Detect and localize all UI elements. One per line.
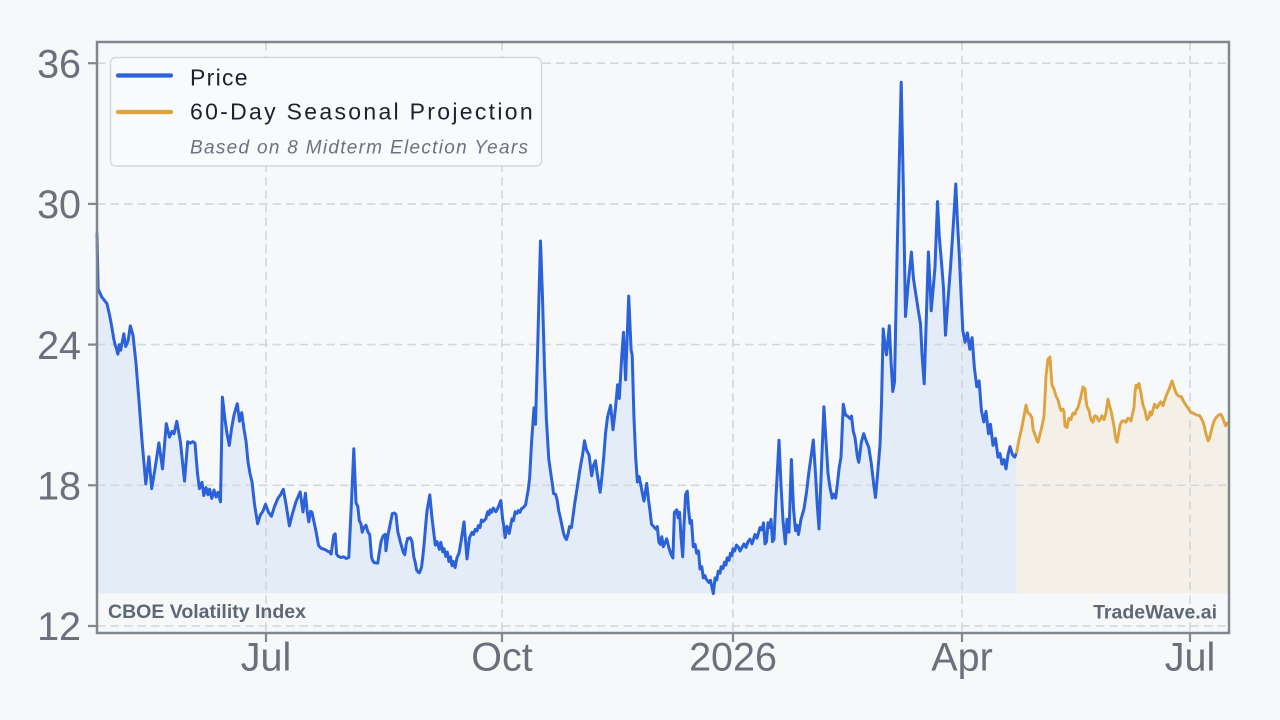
svg-text:Price: Price [190,65,249,91]
svg-text:TradeWave.ai: TradeWave.ai [1093,602,1217,624]
svg-text:2026: 2026 [689,636,777,680]
svg-text:24: 24 [37,324,81,368]
svg-text:CBOE Volatility Index: CBOE Volatility Index [108,601,306,623]
svg-text:Oct: Oct [471,636,532,680]
svg-text:Jul: Jul [1165,636,1216,680]
svg-text:Jul: Jul [241,636,292,680]
svg-text:12: 12 [37,605,81,649]
svg-text:Apr: Apr [931,636,992,680]
svg-text:36: 36 [37,42,81,86]
svg-text:60-Day Seasonal Projection: 60-Day Seasonal Projection [190,99,535,125]
svg-text:18: 18 [37,465,81,509]
svg-text:30: 30 [37,183,81,227]
svg-text:Based on 8 Midterm Election Ye: Based on 8 Midterm Election Years [190,138,529,159]
